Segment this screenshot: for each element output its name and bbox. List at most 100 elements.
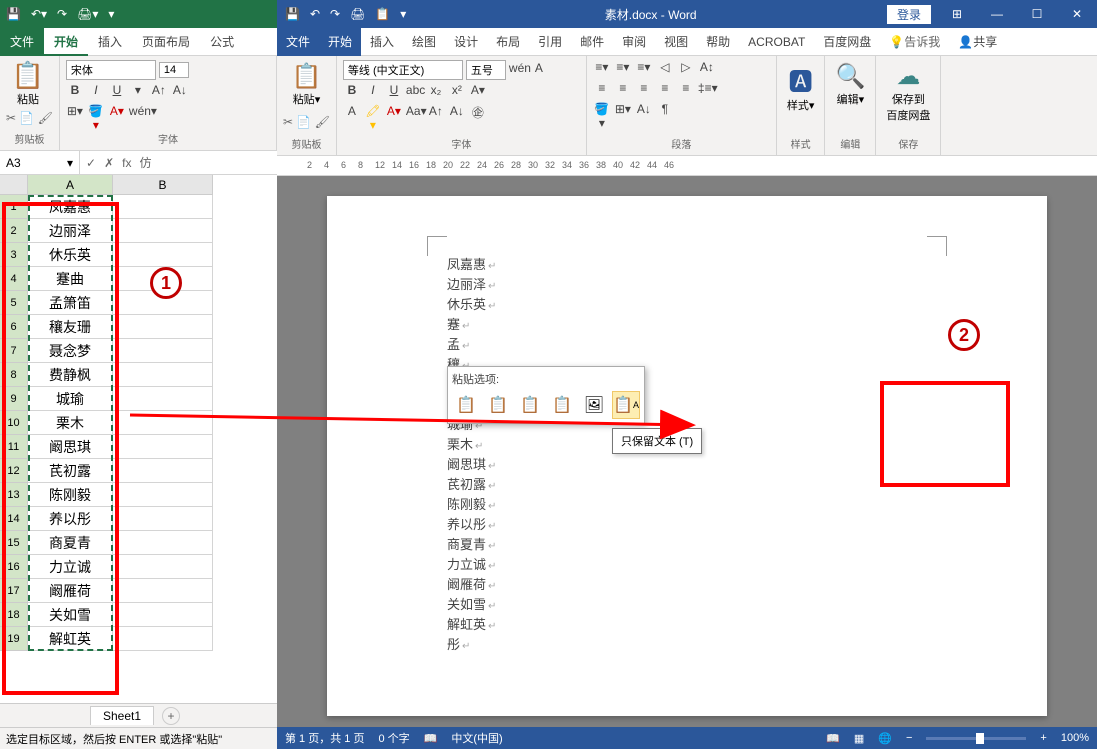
cell[interactable]	[113, 195, 213, 219]
tab-设计[interactable]: 设计	[445, 28, 487, 56]
doc-line[interactable]: 解虹英	[447, 616, 927, 636]
phonetic-button[interactable]: wén	[509, 61, 527, 79]
language-indicator[interactable]: 中文(中国)	[451, 730, 502, 746]
text-direction-button[interactable]: A↕	[698, 60, 716, 78]
cell[interactable]	[113, 411, 213, 435]
borders-button[interactable]: ⊞▾	[614, 102, 632, 120]
italic-button[interactable]: I	[364, 83, 382, 101]
tab-formula[interactable]: 公式	[200, 28, 244, 56]
row-header[interactable]: 1	[0, 195, 28, 219]
char-shading-button[interactable]: A	[343, 104, 361, 122]
tab-home[interactable]: 开始	[44, 28, 88, 56]
row-header[interactable]: 2	[0, 219, 28, 243]
tab-视图[interactable]: 视图	[655, 28, 697, 56]
cell[interactable]: 孟箫笛	[28, 291, 113, 315]
name-box[interactable]: A3▾	[0, 151, 80, 174]
cell[interactable]: 解虹英	[28, 627, 113, 651]
tab-绘图[interactable]: 绘图	[403, 28, 445, 56]
share-button[interactable]: 👤共享	[949, 28, 1006, 56]
styles-button[interactable]: 🅰样式▾	[783, 60, 819, 115]
print-icon[interactable]: 🖨▾	[77, 7, 98, 21]
row-header[interactable]: 8	[0, 363, 28, 387]
zoom-out-button[interactable]: −	[906, 732, 912, 744]
doc-line[interactable]: 蹇	[447, 316, 927, 336]
doc-line[interactable]: 彤	[447, 636, 927, 656]
row-header[interactable]: 14	[0, 507, 28, 531]
zoom-slider[interactable]	[926, 737, 1026, 740]
paste-use-dest-icon[interactable]: 📋	[484, 391, 512, 419]
close-button[interactable]: ✕	[1057, 7, 1097, 21]
formula-bar[interactable]: ✓✗fx仿	[80, 151, 157, 174]
font-color-button[interactable]: A▾	[108, 104, 126, 122]
row-header[interactable]: 15	[0, 531, 28, 555]
word-count[interactable]: 0 个字	[378, 730, 409, 746]
qat-more-icon[interactable]: ▾	[108, 7, 114, 21]
zoom-level[interactable]: 100%	[1061, 732, 1089, 744]
bold-button[interactable]: B	[343, 83, 361, 101]
cell[interactable]: 聂念梦	[28, 339, 113, 363]
border-icon[interactable]: ⊞▾	[66, 104, 84, 122]
align-center-button[interactable]: ≡	[614, 81, 632, 99]
change-case-button[interactable]: Aa▾	[406, 104, 424, 122]
doc-line[interactable]: 芪初露	[447, 476, 927, 496]
doc-line[interactable]: 边丽泽	[447, 276, 927, 296]
save-icon[interactable]: 💾	[6, 7, 21, 21]
cell[interactable]	[113, 555, 213, 579]
cell[interactable]: 陈刚毅	[28, 483, 113, 507]
tab-邮件[interactable]: 邮件	[571, 28, 613, 56]
cell[interactable]: 蹇曲	[28, 267, 113, 291]
ruler[interactable]: 2468121416182022242628303234363840424446	[277, 156, 1097, 176]
multilevel-button[interactable]: ≡▾	[635, 60, 653, 78]
cell[interactable]	[113, 627, 213, 651]
page-indicator[interactable]: 第 1 页，共 1 页	[285, 730, 364, 746]
doc-line[interactable]: 凤嘉惠	[447, 256, 927, 276]
tab-布局[interactable]: 布局	[487, 28, 529, 56]
cell[interactable]: 商夏青	[28, 531, 113, 555]
align-left-button[interactable]: ≡	[593, 81, 611, 99]
cell[interactable]: 休乐英	[28, 243, 113, 267]
proofing-icon[interactable]: 📖	[424, 732, 438, 745]
tab-insert[interactable]: 插入	[88, 28, 132, 56]
row-header[interactable]: 10	[0, 411, 28, 435]
text-effects-button[interactable]: A▾	[469, 83, 487, 101]
tab-file[interactable]: 文件	[0, 28, 44, 56]
doc-line[interactable]: 阚思琪	[447, 456, 927, 476]
tab-插入[interactable]: 插入	[361, 28, 403, 56]
undo-icon[interactable]: ↶	[310, 7, 320, 21]
justify-button[interactable]: ≡	[656, 81, 674, 99]
cell[interactable]: 阚思琪	[28, 435, 113, 459]
view-print-icon[interactable]: ▦	[854, 732, 864, 745]
paste-link-dest-icon[interactable]: 📋	[548, 391, 576, 419]
doc-line[interactable]: 休乐英	[447, 296, 927, 316]
row-header[interactable]: 7	[0, 339, 28, 363]
row-header[interactable]: 13	[0, 483, 28, 507]
print-icon[interactable]: 🖨	[350, 7, 365, 21]
tab-帮助[interactable]: 帮助	[697, 28, 739, 56]
row-header[interactable]: 3	[0, 243, 28, 267]
paste-keep-source-icon[interactable]: 📋	[452, 391, 480, 419]
cell[interactable]: 费静枫	[28, 363, 113, 387]
decrease-indent-button[interactable]: ◁	[656, 60, 674, 78]
tell-me[interactable]: 💡告诉我	[880, 28, 949, 56]
paste-picture-icon[interactable]: 🖼	[580, 391, 608, 419]
cell[interactable]	[113, 219, 213, 243]
highlight-button[interactable]: 🖍▾	[364, 104, 382, 122]
cell[interactable]	[113, 435, 213, 459]
row-header[interactable]: 6	[0, 315, 28, 339]
row-header[interactable]: 9	[0, 387, 28, 411]
fill-color-button[interactable]: 🪣▾	[87, 104, 105, 122]
font-name-select[interactable]: 等线 (中文正文)	[343, 60, 463, 80]
underline-button[interactable]: U	[108, 83, 126, 101]
baidu-save-button[interactable]: ☁保存到 百度网盘	[882, 60, 934, 125]
cell[interactable]	[113, 459, 213, 483]
redo-icon[interactable]: ↷	[330, 7, 340, 21]
italic-button[interactable]: I	[87, 83, 105, 101]
save-icon[interactable]: 💾	[285, 7, 300, 21]
shrink-font-button[interactable]: A↓	[171, 83, 189, 101]
tab-开始[interactable]: 开始	[319, 28, 361, 56]
bold-button[interactable]: B	[66, 83, 84, 101]
qat-more-icon[interactable]: ▾	[400, 7, 406, 21]
strike-button[interactable]: abc	[406, 83, 424, 101]
cell[interactable]: 凤嘉惠	[28, 195, 113, 219]
grow-font-button[interactable]: A↑	[150, 83, 168, 101]
